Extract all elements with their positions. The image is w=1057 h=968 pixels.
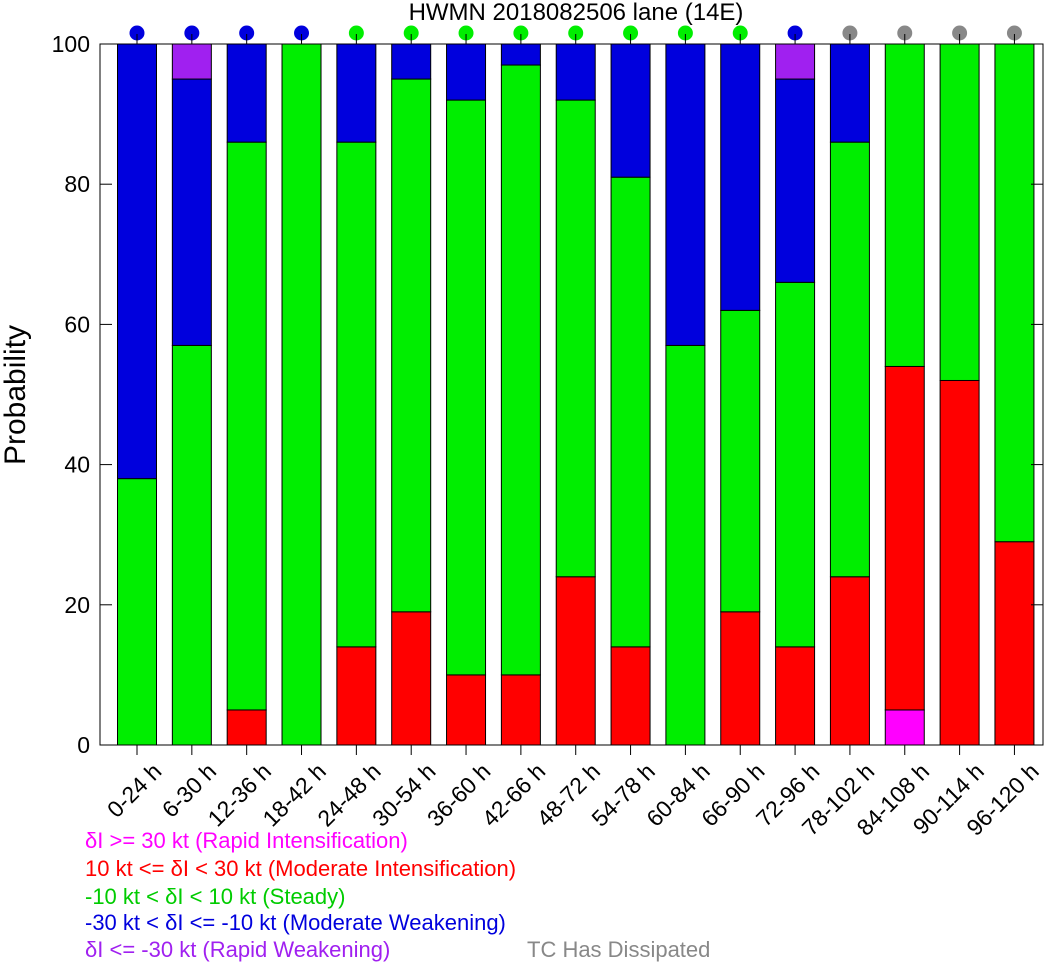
bar-segment-rapid-intensification xyxy=(884,709,925,746)
bar-segment-steady xyxy=(171,344,212,746)
bar-segment-moderate-weakening xyxy=(446,43,487,101)
bar-segment-steady xyxy=(281,43,322,746)
bar-segment-moderate-intensification xyxy=(720,611,761,746)
bar-segment-rapid-weakening xyxy=(171,43,212,80)
bar-segment-moderate-intensification xyxy=(500,674,541,746)
bar-segment-steady xyxy=(500,64,541,676)
bar-segment-moderate-intensification xyxy=(226,709,267,746)
y-axis-label: Probability xyxy=(0,325,32,465)
y-tick-label: 60 xyxy=(64,311,90,337)
status-dot xyxy=(623,25,639,41)
bar-segment-moderate-weakening xyxy=(336,43,377,143)
status-dot xyxy=(239,25,255,41)
bar-segment-moderate-weakening xyxy=(555,43,596,101)
legend-item: δI <= -30 kt (Rapid Weakening) xyxy=(85,937,391,962)
y-tick-label: 100 xyxy=(52,31,90,57)
bar-segment-rapid-weakening xyxy=(775,43,816,80)
bar-segment-steady xyxy=(775,281,816,648)
bar-segment-moderate-weakening xyxy=(829,43,870,143)
status-dot xyxy=(184,25,200,41)
bar-segment-steady xyxy=(391,78,432,613)
bar-segment-moderate-intensification xyxy=(939,379,980,746)
legend-item: -30 kt < δI <= -10 kt (Moderate Weakenin… xyxy=(85,910,506,935)
bar-segment-moderate-weakening xyxy=(665,43,706,346)
bar-segment-steady xyxy=(446,99,487,676)
status-dot xyxy=(458,25,474,41)
bar-segment-moderate-intensification xyxy=(555,576,596,746)
bar-segment-moderate-weakening xyxy=(610,43,651,178)
bar-segment-moderate-weakening xyxy=(500,43,541,66)
bar-segment-moderate-weakening xyxy=(171,78,212,346)
bar-segment-steady xyxy=(665,344,706,746)
bar-segment-steady xyxy=(994,43,1035,543)
y-tick-label: 0 xyxy=(77,732,90,758)
status-dot xyxy=(294,25,310,41)
y-tick-label: 80 xyxy=(64,171,90,197)
bar-segment-steady xyxy=(829,141,870,578)
bar-segment-steady xyxy=(555,99,596,578)
status-dot xyxy=(842,25,858,41)
status-dot xyxy=(403,25,419,41)
status-dot xyxy=(677,25,693,41)
status-dot xyxy=(952,25,968,41)
chart-title: HWMN 2018082506 lane (14E) xyxy=(409,0,744,26)
legend-item: δI >= 30 kt (Rapid Intensification) xyxy=(85,828,408,853)
bar-segment-moderate-weakening xyxy=(720,43,761,311)
dissipated-legend-label: TC Has Dissipated xyxy=(527,937,711,962)
bar-segment-steady xyxy=(336,141,377,648)
y-tick-label: 20 xyxy=(64,592,90,618)
legend-item: -10 kt < δI < 10 kt (Steady) xyxy=(85,884,346,909)
status-dot xyxy=(1006,25,1022,41)
bar-segment-moderate-intensification xyxy=(994,541,1035,746)
bar-segment-moderate-intensification xyxy=(336,646,377,746)
bar-segment-steady xyxy=(610,176,651,648)
status-dot xyxy=(513,25,529,41)
bar-segment-steady xyxy=(226,141,267,711)
plot-frame xyxy=(99,43,1044,746)
bar-segment-moderate-intensification xyxy=(391,611,432,746)
status-dots-layer xyxy=(129,25,1022,41)
bar-segment-moderate-intensification xyxy=(775,646,816,746)
bar-segment-moderate-intensification xyxy=(610,646,651,746)
y-axis: 0 20 40 60 80 100 xyxy=(52,31,1043,758)
status-dot xyxy=(568,25,584,41)
bar-segment-moderate-weakening xyxy=(391,43,432,80)
bar-segment-steady xyxy=(939,43,980,381)
legend-item: 10 kt <= δI < 30 kt (Moderate Intensific… xyxy=(85,856,517,881)
bar-segment-moderate-intensification xyxy=(446,674,487,746)
status-dot xyxy=(787,25,803,41)
bar-segment-steady xyxy=(884,43,925,367)
bar-segment-moderate-intensification xyxy=(829,576,870,746)
bar-segment-moderate-weakening xyxy=(117,43,157,480)
bars-layer xyxy=(117,43,1035,746)
bar-segment-steady xyxy=(117,478,157,746)
y-tick-label: 40 xyxy=(64,452,90,478)
status-dot xyxy=(348,25,364,41)
bar-segment-steady xyxy=(720,309,761,613)
x-tick-label: 0-24 h xyxy=(102,758,167,823)
bar-segment-moderate-intensification xyxy=(884,365,925,711)
status-dot xyxy=(897,25,913,41)
bar-segment-moderate-weakening xyxy=(775,78,816,283)
status-dot xyxy=(732,25,748,41)
bar-segment-moderate-weakening xyxy=(226,43,267,143)
status-dot xyxy=(129,25,145,41)
